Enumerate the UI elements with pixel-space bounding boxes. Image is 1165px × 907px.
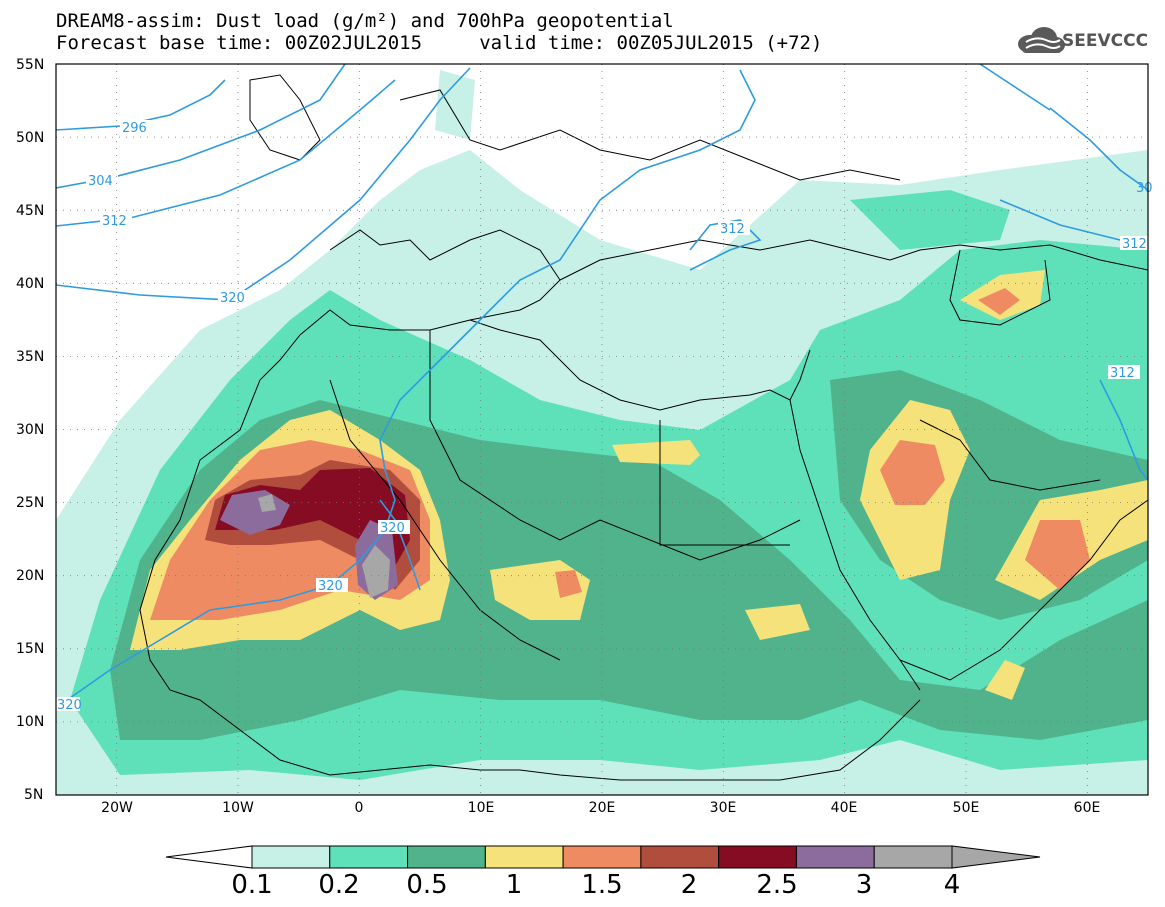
colorbar-arrow-left (165, 845, 253, 869)
lat-label: 15N (16, 641, 44, 657)
contour-label-30x: 30 (1136, 181, 1153, 196)
contour-label-320-mali: 320 (318, 579, 343, 594)
dust-level-4-east (362, 545, 390, 598)
colorbar-swatch (484, 845, 564, 869)
colorbar-swatch (407, 845, 486, 869)
colorbar-label: 0.2 (318, 870, 359, 900)
contour-label-bg (56, 697, 80, 711)
lon-label: 60E (1074, 800, 1101, 816)
contour-label-bg (378, 520, 410, 534)
dust-level-0-2-turkey (850, 190, 1010, 250)
contour-label-312-iran: 312 (1110, 366, 1135, 381)
colorbar-swatch (718, 845, 797, 869)
lon-label: 30E (710, 800, 737, 816)
coastlines (139, 74, 1148, 781)
dust-level-1-5-oman (1025, 520, 1090, 590)
contour-label-296: 296 (122, 121, 147, 136)
colorbar-swatch (562, 845, 642, 869)
lat-label: 25N (16, 495, 44, 511)
contour-label-bg (718, 221, 750, 235)
colorbar-label: 2.5 (756, 870, 797, 900)
lon-label: 20E (589, 800, 616, 816)
colorbar-label: 1 (506, 870, 523, 900)
contour-label-bg (218, 290, 250, 304)
lat-label: 40N (16, 276, 44, 292)
cloud-logo-icon (1018, 27, 1065, 53)
lon-labels: 20W 10W 0 10E 20E 30E 40E 50E 60E (101, 800, 1100, 816)
colorbar-swatch (329, 845, 409, 869)
colorbar-swatch (873, 845, 953, 869)
contour-labels: 296 304 312 320 312 320 320 312 312 30 3… (56, 120, 1153, 713)
colorbar-arrow-right (951, 845, 1041, 869)
dust-level-0-1-north (435, 70, 475, 140)
dust-field (56, 70, 1148, 795)
lon-label: 10E (468, 800, 495, 816)
lat-label: 10N (16, 714, 44, 730)
contour-label-bg (100, 213, 132, 227)
lat-label: 5N (24, 787, 43, 803)
contour-label-320-sahara: 320 (380, 521, 405, 536)
lon-label: 20W (101, 800, 133, 816)
colorbar-label: 0.1 (231, 870, 272, 900)
title-line-1: DREAM8-assim: Dust load (g/m²) and 700hP… (56, 10, 674, 32)
contour-label-312: 312 (102, 214, 127, 229)
gridlines (56, 64, 1148, 795)
map-title: DREAM8-assim: Dust load (g/m²) and 700hP… (56, 10, 822, 54)
dust-level-1-5-saudi (880, 440, 945, 505)
map-frame (55, 63, 1149, 796)
contour-label-312-caspian: 312 (1122, 237, 1147, 252)
colorbar: 0.1 0.2 0.5 1 1.5 2 2.5 3 4 (165, 845, 1041, 900)
contour-label-bg (316, 578, 348, 592)
dust-level-1-libya (612, 440, 700, 465)
contour-label-312-balkan: 312 (720, 222, 745, 237)
contour-label-bg (120, 120, 152, 134)
dust-level-1-sudan (745, 604, 810, 640)
lon-label: 0 (355, 800, 364, 816)
contour-label-bg (1108, 365, 1140, 379)
title-line-2: Forecast base time: 00Z02JUL2015 valid t… (56, 32, 823, 54)
lat-label: 55N (16, 57, 44, 73)
colorbar-swatch (640, 845, 720, 869)
lat-labels: 55N 50N 45N 40N 35N 30N 25N 20N 15N 10N … (16, 57, 44, 803)
contour-label-bg (1120, 236, 1148, 250)
lon-label: 40E (831, 800, 858, 816)
colorbar-label: 4 (944, 870, 961, 900)
contour-label-bg (86, 173, 118, 187)
lat-label: 30N (16, 422, 44, 438)
logo-text: SEEVCCC (1062, 31, 1149, 51)
contour-label-304: 304 (88, 174, 113, 189)
lon-label: 50E (953, 800, 980, 816)
lat-label: 35N (16, 349, 44, 365)
lat-label: 50N (16, 130, 44, 146)
colorbar-label: 2 (681, 870, 698, 900)
contour-label-320: 320 (220, 291, 245, 306)
lat-label: 20N (16, 568, 44, 584)
colorbar-label: 3 (856, 870, 873, 900)
colorbar-label: 1.5 (581, 870, 622, 900)
lon-label: 10W (222, 800, 254, 816)
colorbar-label: 0.5 (406, 870, 447, 900)
dust-level-1-5-caspian (978, 288, 1020, 315)
lat-label: 45N (16, 203, 44, 219)
colorbar-swatch (251, 845, 331, 869)
dust-level-1-5-chad (555, 570, 582, 598)
colorbar-swatch (795, 845, 875, 869)
contour-label-320-west: 320 (57, 698, 82, 713)
dust-level-1-yemen (985, 660, 1025, 700)
